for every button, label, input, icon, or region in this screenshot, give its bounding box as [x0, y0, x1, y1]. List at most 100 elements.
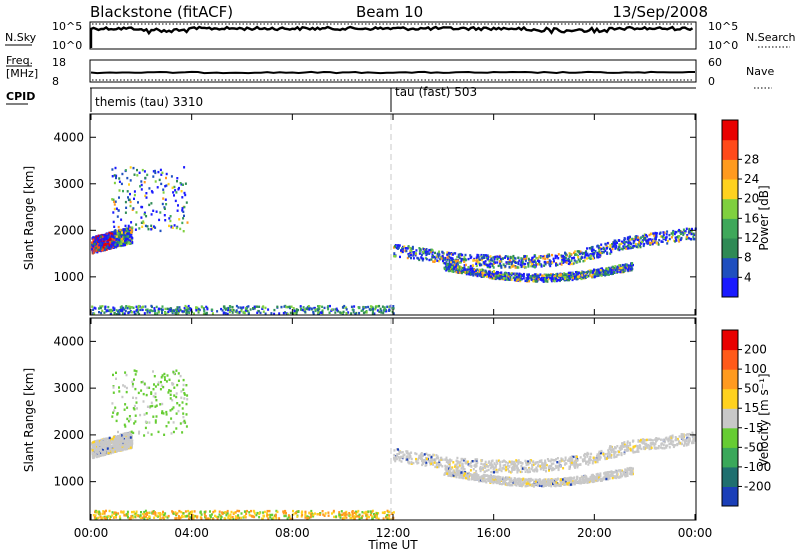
scatter-pixel: [469, 273, 472, 276]
scatter-pixel: [356, 511, 359, 514]
scatter-pixel: [539, 255, 542, 258]
scatter-pixel: [127, 235, 130, 238]
scatter-pixel: [310, 509, 313, 513]
scatter-pixel: [546, 261, 549, 264]
scatter-pixel: [375, 513, 378, 517]
scatter-pixel: [161, 402, 164, 406]
scatter-pixel: [106, 309, 109, 312]
scatter-pixel: [570, 455, 573, 458]
scatter-pixel: [527, 276, 530, 280]
scatter-pixel: [646, 235, 649, 238]
scatter-pixel: [119, 433, 122, 436]
scatter-pixel: [457, 267, 460, 271]
scatter-pixel: [453, 263, 456, 267]
scatter-pixel: [256, 511, 259, 515]
scatter-pixel: [592, 270, 594, 274]
scatter-pixel: [174, 189, 177, 192]
scatter-pixel: [462, 270, 465, 274]
scatter-pixel: [360, 309, 363, 312]
scatter-pixel: [556, 274, 558, 277]
scatter-pixel: [108, 309, 111, 312]
scatter-pixel: [609, 247, 611, 251]
scatter-pixel: [127, 445, 130, 448]
scatter-pixel: [680, 232, 682, 235]
scatter-pixel: [182, 183, 184, 186]
scatter-pixel: [535, 280, 538, 283]
scatter-pixel: [682, 233, 685, 237]
scatter-pixel: [674, 230, 677, 234]
scatter-pixel: [522, 272, 525, 276]
scatter-pixel: [244, 309, 247, 312]
scatter-pixel: [568, 277, 571, 280]
scatter-pixel: [438, 250, 441, 253]
scatter-pixel: [168, 389, 171, 392]
scatter-pixel: [573, 259, 576, 262]
scatter-pixel: [178, 517, 181, 520]
scatter-pixel: [645, 233, 648, 237]
scatter-pixel: [171, 399, 174, 402]
scatter-pixel: [131, 208, 134, 211]
scatter-pixel: [137, 201, 139, 204]
scatter-pixel: [634, 238, 637, 241]
scatter-pixel: [175, 395, 178, 399]
scatter-pixel: [125, 373, 128, 377]
scatter-pixel: [509, 275, 512, 279]
scatter-pixel: [103, 452, 106, 455]
scatter-pixel: [240, 308, 243, 311]
scatter-pixel: [381, 511, 384, 514]
scatter-pixel: [677, 238, 680, 241]
scatter-pixel: [185, 309, 188, 312]
scatter-pixel: [580, 277, 583, 281]
scatter-pixel: [250, 509, 252, 513]
scatter-pixel: [635, 245, 638, 249]
scatter-pixel: [428, 258, 431, 262]
scatter-pixel: [580, 272, 583, 275]
scatter-pixel: [101, 516, 104, 519]
scatter-pixel: [476, 254, 479, 258]
scatter-pixel: [580, 257, 583, 260]
scatter-pixel: [176, 209, 179, 212]
scatter-pixel: [546, 280, 549, 283]
scatter-pixel: [141, 516, 144, 519]
scatter-pixel: [614, 247, 617, 250]
scatter-pixel: [398, 244, 401, 247]
scatter-pixel: [437, 254, 440, 257]
scatter-pixel: [165, 203, 168, 206]
scatter-pixel: [158, 218, 161, 222]
scatter-pixel: [159, 517, 162, 521]
scatter-pixel: [231, 308, 234, 312]
scatter-pixel: [114, 243, 117, 246]
scatter-pixel: [455, 264, 458, 267]
scatter-pixel: [590, 254, 592, 257]
scatter-pixel: [548, 263, 551, 266]
scatter-pixel: [179, 309, 182, 312]
scatter-pixel: [128, 415, 131, 418]
scatter-pixel: [112, 435, 115, 439]
scatter-pixel: [513, 256, 516, 260]
scatter-pixel: [528, 280, 530, 283]
scatter-pixel: [146, 386, 149, 389]
scatter-pixel: [185, 201, 188, 204]
scatter-pixel: [175, 412, 178, 415]
scatter-pixel: [456, 259, 459, 262]
scatter-pixel: [622, 270, 625, 274]
scatter-pixel: [348, 512, 351, 515]
scatter-pixel: [424, 250, 427, 254]
scatter-pixel: [615, 268, 618, 271]
scatter-pixel: [314, 309, 317, 313]
scatter-pixel: [113, 200, 116, 204]
scatter-pixel: [515, 272, 518, 276]
scatter-pixel: [162, 510, 164, 514]
scatter-pixel: [267, 308, 270, 311]
scatter-pixel: [530, 278, 533, 281]
scatter-pixel: [210, 513, 213, 516]
scatter-pixel: [506, 278, 508, 281]
scatter-pixel: [578, 260, 581, 263]
scatter-pixel: [631, 246, 634, 249]
scatter-pixel: [118, 177, 121, 180]
scatter-pixel: [253, 305, 256, 308]
scatter-pixel: [115, 241, 118, 245]
scatter-pixel: [140, 183, 143, 187]
scatter-pixel: [264, 312, 267, 315]
scatter-pixel: [104, 248, 107, 251]
